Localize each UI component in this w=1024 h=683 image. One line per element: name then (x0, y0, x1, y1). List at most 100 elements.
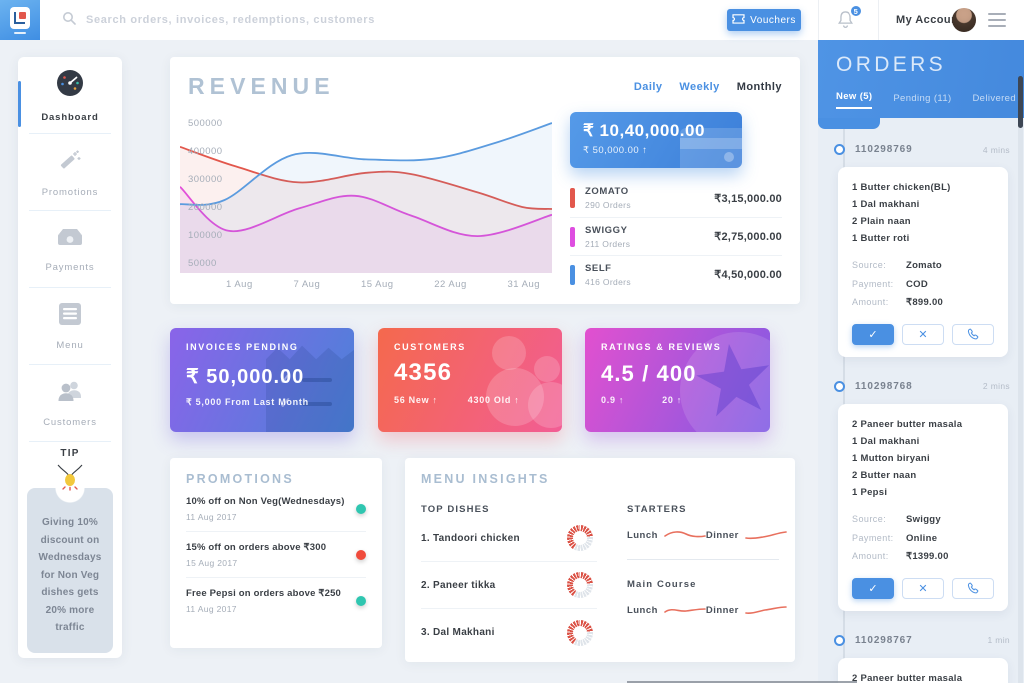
source-label: Source: (852, 514, 887, 525)
dashboard-gauge-icon (55, 68, 85, 103)
order-time: 4 mins (982, 144, 1010, 155)
order-payment: Online (906, 532, 938, 544)
customers-old-stat: 4300 Old ↑ (467, 395, 520, 405)
order-item: 1 Dal makhani (852, 199, 920, 211)
lunch-label: Lunch (627, 529, 658, 541)
topbar-divider (818, 0, 819, 40)
order-timeline-marker (834, 380, 845, 392)
sidebar-item-customers[interactable]: Customers (29, 365, 111, 442)
ratings-value: 4.5 / 400 (601, 361, 697, 386)
reject-order-button[interactable]: ✕ (902, 577, 944, 599)
order-item: 2 Paneer butter masala (852, 672, 963, 683)
ratings-reviews-card: ★ RATINGS & REVIEWS 4.5 / 400 0.9 ↑ 20 ↑ (585, 328, 770, 432)
order-source: Swiggy (906, 514, 941, 526)
tip-title: TIP (60, 448, 80, 459)
source-amount: ₹4,50,000.00 (714, 269, 782, 281)
tab-delivered-orders[interactable]: Delivered (972, 93, 1016, 104)
invoices-pending-card: ✓ ✓ INVOICES PENDING ₹ 50,000.00 ₹ 5,000… (170, 328, 354, 432)
dish-row: 1. Tandoori chicken (421, 515, 597, 562)
app-logo[interactable] (0, 0, 40, 40)
sidebar-item-label: Dashboard (41, 111, 99, 123)
customers-card: CUSTOMERS 4356 56 New ↑ 4300 Old ↑ (378, 328, 562, 432)
dinner-sparkline (745, 531, 787, 540)
y-axis-tick: 50000 (188, 258, 217, 269)
accept-order-button[interactable]: ✓ (852, 323, 894, 345)
source-row-zomato: ZOMATO 290 Orders ₹3,15,000.00 (570, 179, 782, 217)
x-axis-labels: 1 Aug 7 Aug 15 Aug 22 Aug 31 Aug (180, 279, 552, 290)
revenue-period-tabs: Daily Weekly Monthly (634, 81, 782, 93)
order-item: 1 Butter roti (852, 233, 910, 245)
x-axis-tick: 15 Aug (361, 279, 394, 290)
payment-label: Payment: (852, 532, 894, 543)
logo-icon (10, 6, 30, 29)
dish-name: 3. Dal Makhani (421, 627, 495, 638)
tab-weekly[interactable]: Weekly (679, 81, 720, 93)
customers-new-stat: 56 New ↑ (394, 395, 438, 405)
tab-monthly[interactable]: Monthly (736, 81, 782, 93)
main-course-title: Main Course (627, 579, 697, 590)
revenue-sources-list: ZOMATO 290 Orders ₹3,15,000.00 SWIGGY 21… (570, 179, 782, 293)
dish-popularity-gauge (567, 572, 593, 598)
order-item: 1 Mutton biryani (852, 453, 930, 465)
sidebar-item-dashboard[interactable]: Dashboard (29, 57, 111, 134)
y-axis-tick: 300000 (188, 174, 223, 185)
source-name: SELF (585, 262, 612, 274)
my-account-link[interactable]: My Account (896, 14, 963, 26)
menu-list-icon (58, 302, 82, 331)
tab-new-orders[interactable]: New (5) (836, 91, 873, 109)
search-input[interactable] (86, 14, 506, 26)
dish-popularity-gauge (567, 525, 593, 551)
order-header-row: 110298768 2 mins (834, 380, 1010, 392)
order-item: 2 Butter naan (852, 470, 917, 482)
order-card: 1 Butter chicken(BL) 1 Dal makhani 2 Pla… (838, 167, 1008, 357)
order-amount: ₹1399.00 (906, 551, 949, 563)
tab-daily[interactable]: Daily (633, 81, 663, 93)
notification-badge: 5 (849, 4, 863, 18)
order-item: 1 Pepsi (852, 487, 888, 499)
y-axis-tick: 400000 (188, 146, 223, 157)
people-icon (56, 379, 84, 408)
vouchers-button[interactable]: Vouchers (727, 9, 801, 31)
revenue-title: REVENUE (188, 73, 335, 99)
voucher-ticket-icon (732, 13, 745, 27)
call-customer-button[interactable] (952, 577, 994, 599)
user-avatar[interactable] (952, 8, 976, 32)
self-color-bar (570, 264, 575, 285)
phone-icon (967, 583, 979, 594)
promotion-item: Free Pepsi on orders above ₹250 11 Aug 2… (186, 578, 366, 623)
x-axis-tick: 31 Aug (507, 279, 540, 290)
dish-popularity-gauge (567, 619, 593, 646)
x-axis-tick: 7 Aug (293, 279, 321, 290)
sidebar-item-payments[interactable]: Payments (29, 211, 111, 288)
promotion-text: Free Pepsi on orders above ₹250 (186, 588, 342, 599)
reject-order-button[interactable]: ✕ (902, 323, 944, 345)
call-customer-button[interactable] (952, 323, 994, 345)
revenue-chart: 500000 400000 300000 200000 100000 50000 1 Au… (180, 115, 552, 301)
sidebar-item-promotions[interactable]: Promotions (29, 134, 111, 211)
y-axis-tick: 500000 (188, 118, 223, 129)
lunch-label: Lunch (627, 604, 658, 616)
accept-order-button[interactable]: ✓ (852, 577, 894, 599)
sidebar-item-label: Menu (56, 339, 84, 351)
promotion-date: 11 Aug 2017 (186, 512, 237, 522)
orders-timeline (843, 118, 845, 683)
notifications-bell-icon[interactable]: 5 (836, 4, 863, 31)
tab-pending-orders[interactable]: Pending (11) (893, 93, 952, 104)
top-dishes-column: TOP DISHES 1. Tandoori chicken 2. Paneer… (421, 504, 597, 656)
sidebar-item-menu[interactable]: Menu (29, 288, 111, 365)
sidebar-item-label: Customers (43, 416, 97, 428)
customers-value: 4356 (394, 359, 453, 386)
dinner-sparkline (745, 606, 787, 614)
source-name: ZOMATO (585, 186, 629, 197)
hamburger-menu-icon[interactable] (988, 13, 1006, 27)
promotion-text: 10% off on Non Veg(Wednesdays) (186, 496, 345, 507)
orders-panel: ORDERS New (5) Pending (11) Delivered 11… (818, 40, 1024, 683)
sidebar: Dashboard Promotions Payments Menu Custo (18, 57, 122, 658)
orders-scrollbar-thumb[interactable] (1018, 76, 1023, 128)
sidebar-item-label: Promotions (41, 186, 99, 198)
promotion-status-dot (356, 504, 366, 514)
order-header-row: 110298767 1 min (834, 634, 1010, 646)
card-title: RATINGS & REVIEWS (601, 342, 722, 352)
dish-row: 2. Paneer tikka (421, 562, 597, 609)
